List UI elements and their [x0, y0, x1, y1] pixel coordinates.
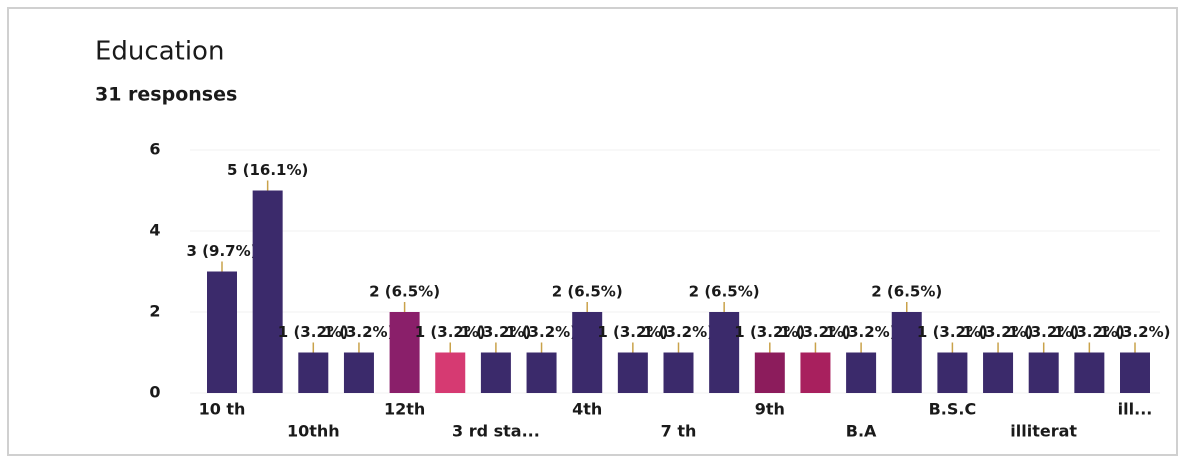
- value-label: 5 (16.1%): [227, 161, 308, 179]
- y-tick-label: 4: [149, 221, 160, 240]
- value-label: 1 (3.2%): [415, 323, 486, 341]
- x-tick-label: B.A: [846, 422, 877, 441]
- value-label: 1 (3.2%): [1100, 323, 1171, 341]
- value-label: 1 (3.2%): [597, 323, 668, 341]
- value-label: 1 (3.2%): [826, 323, 897, 341]
- value-label: 3 (9.7%): [187, 242, 258, 260]
- value-label: 1 (3.2%): [323, 323, 394, 341]
- chart-subtitle: 31 responses: [95, 84, 237, 106]
- value-label: 1 (3.2%): [734, 323, 805, 341]
- value-label: 2 (6.5%): [369, 283, 440, 301]
- value-label: 1 (3.2%): [506, 323, 577, 341]
- x-tick-label: 7 th: [661, 422, 697, 441]
- bar: [937, 352, 968, 393]
- bar: [891, 312, 922, 393]
- x-tick-label: 10 th: [199, 400, 246, 419]
- y-tick-label: 0: [149, 383, 160, 402]
- chart-title: Education: [95, 37, 224, 67]
- value-label: 1 (3.2%): [460, 323, 531, 341]
- value-label: 1 (3.2%): [1054, 323, 1125, 341]
- y-tick-label: 6: [149, 140, 160, 159]
- x-tick-label: 12th: [384, 400, 425, 419]
- value-label: 1 (3.2%): [1008, 323, 1079, 341]
- x-tick-label: 9th: [755, 400, 785, 419]
- bar: [617, 352, 648, 393]
- bar: [480, 352, 511, 393]
- x-tick-label: ill...: [1118, 400, 1153, 419]
- bar: [754, 352, 785, 393]
- bar: [1074, 352, 1105, 393]
- x-tick-label: illiterat: [1010, 422, 1077, 441]
- bar: [435, 352, 466, 393]
- bar: [983, 352, 1014, 393]
- value-label: 2 (6.5%): [871, 283, 942, 301]
- value-label: 1 (3.2%): [917, 323, 988, 341]
- bar: [1028, 352, 1059, 393]
- x-tick-label: 3 rd sta...: [452, 422, 540, 441]
- bar: [207, 271, 237, 393]
- value-label: 1 (3.2%): [780, 323, 851, 341]
- bar: [343, 352, 374, 393]
- bar: [800, 352, 831, 393]
- x-tick-label: 4th: [572, 400, 602, 419]
- bar: [298, 352, 329, 393]
- bar: [1120, 352, 1150, 393]
- value-label: 1 (3.2%): [278, 323, 349, 341]
- bar: [389, 312, 420, 393]
- value-label: 2 (6.5%): [689, 283, 760, 301]
- x-tick-label: B.S.C: [929, 400, 977, 419]
- value-label: 2 (6.5%): [552, 283, 623, 301]
- bar: [709, 312, 740, 393]
- x-tick-label: 10thh: [287, 422, 340, 441]
- bar: [846, 352, 877, 393]
- bar: [252, 190, 283, 393]
- bar: [526, 352, 557, 393]
- value-label: 1 (3.2%): [963, 323, 1034, 341]
- y-tick-label: 2: [149, 302, 160, 321]
- value-label: 1 (3.2%): [643, 323, 714, 341]
- bar: [572, 312, 603, 393]
- bar: [663, 352, 694, 393]
